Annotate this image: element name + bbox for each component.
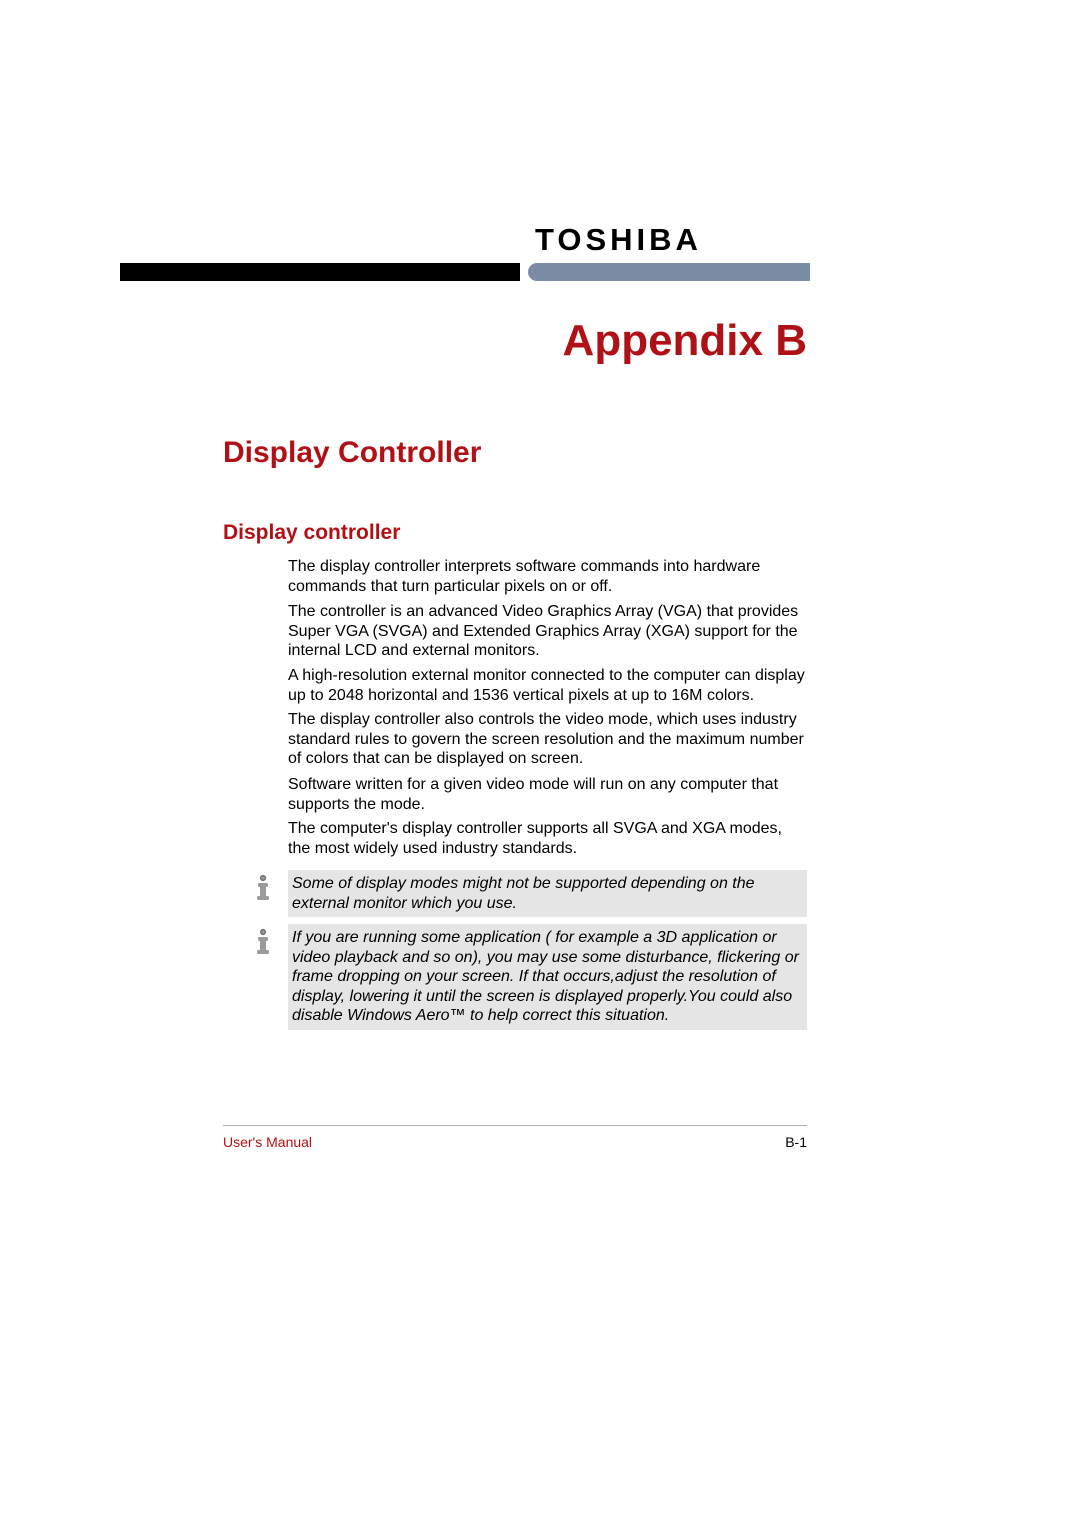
body-paragraph: The controller is an advanced Video Grap… <box>288 602 807 661</box>
note-box: If you are running some application ( fo… <box>288 924 807 1030</box>
brand-logo: TOSHIBA <box>535 222 702 258</box>
body-paragraph: The display controller also controls the… <box>288 710 807 769</box>
header-bars <box>120 263 810 281</box>
header-bar-black <box>120 263 520 281</box>
info-icon <box>248 872 278 902</box>
body-paragraph: The computer's display controller suppor… <box>288 819 807 858</box>
note-box: Some of display modes might not be suppo… <box>288 870 807 917</box>
header-bar-blue <box>528 263 810 281</box>
body-paragraph: A high-resolution external monitor conne… <box>288 666 807 705</box>
body-paragraph: The display controller interprets softwa… <box>288 557 807 596</box>
document-page: TOSHIBA Appendix B Display Controller Di… <box>0 0 1080 1528</box>
body-paragraph: Software written for a given video mode … <box>288 775 807 814</box>
footer-rule <box>223 1125 807 1126</box>
main-heading: Display Controller <box>223 436 481 470</box>
info-icon <box>248 926 278 956</box>
appendix-title: Appendix B <box>0 316 807 366</box>
sub-heading: Display controller <box>223 521 400 545</box>
footer-left: User's Manual <box>223 1134 312 1150</box>
footer-right: B-1 <box>780 1134 807 1150</box>
